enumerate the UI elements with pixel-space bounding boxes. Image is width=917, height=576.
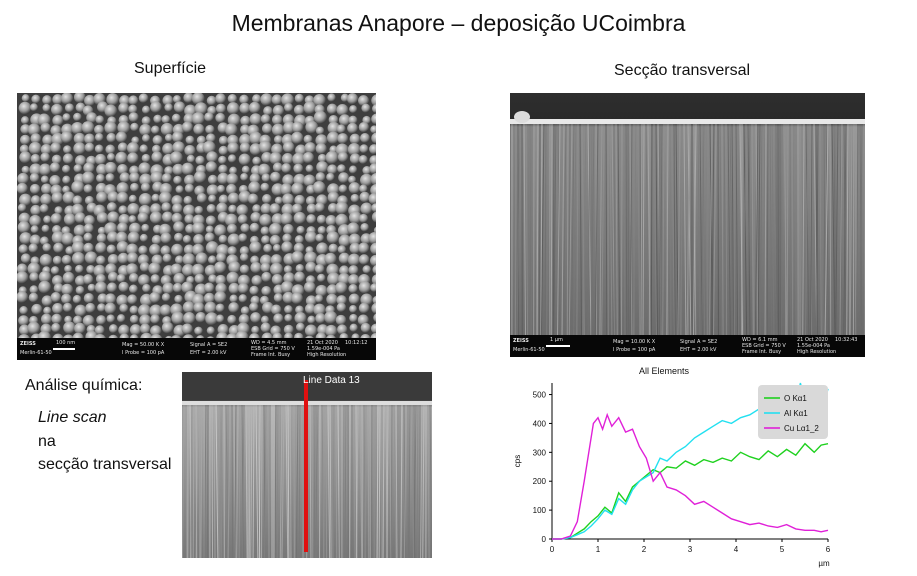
y-tick-label: 500 <box>533 391 547 400</box>
x-tick-label: 2 <box>642 545 647 554</box>
surface-micrograph <box>17 93 376 338</box>
linescan-label: Line scan <box>38 409 107 427</box>
section-top-surface <box>510 119 865 124</box>
time-text: 10:12:12 <box>345 340 367 346</box>
mag-text: Mag = 50.00 K X <box>122 342 164 348</box>
zeiss-logo: ZEISS <box>513 338 529 344</box>
eht-text: EHT = 2.00 kV <box>190 350 226 356</box>
na-label: na <box>38 433 56 451</box>
surface-grains <box>17 93 376 338</box>
sem-surface-databar: ZEISS Merlin-61-50 100 nm Mag = 50.00 K … <box>17 338 376 360</box>
x-tick-label: 5 <box>780 545 785 554</box>
mode-text: High Resolution <box>797 349 836 355</box>
x-tick-label: 4 <box>734 545 739 554</box>
linescan-line <box>304 380 308 552</box>
eds-chart: All Elements 0 100 200 300 400 500 0 1 2 3 4 5 6 µm cps… <box>500 363 863 571</box>
frame-text: Frame Int. Busy <box>742 349 781 355</box>
eds-chart-svg: All Elements 0 100 200 300 400 500 0 1 2 3 4 5 6 µm cps… <box>500 363 863 571</box>
scale-bar <box>546 345 570 347</box>
section-micrograph <box>510 93 865 335</box>
x-tick-label: 3 <box>688 545 693 554</box>
x-axis-label: µm <box>818 559 830 568</box>
signal-text: Signal A = SE2 <box>190 342 227 348</box>
y-tick-label: 200 <box>533 477 547 486</box>
x-tick-label: 1 <box>596 545 601 554</box>
eht-text: EHT = 2.00 kV <box>680 347 716 353</box>
mode-text: High Resolution <box>307 352 346 358</box>
analysis-label: Análise química: <box>25 377 142 395</box>
slide-title: Membranas Anapore – deposição UCoimbra <box>0 10 917 37</box>
section-label: Secção transversal <box>614 62 750 80</box>
instrument-id: Merlin-61-50 <box>20 350 52 356</box>
sem-surface-image: ZEISS Merlin-61-50 100 nm Mag = 50.00 K … <box>17 93 376 360</box>
y-tick-label: 100 <box>533 506 547 515</box>
sem-section-databar: ZEISS Merlin-61-50 1 µm Mag = 10.00 K X … <box>510 335 865 357</box>
scale-text: 1 µm <box>550 337 563 343</box>
legend-label: Cu Lα1_2 <box>784 424 819 433</box>
x-tick-label: 0 <box>550 545 555 554</box>
instrument-id: Merlin-61-50 <box>513 347 545 353</box>
zeiss-logo: ZEISS <box>20 341 36 347</box>
chart-legend: O Kα1 Al Kα1 Cu Lα1_2 <box>758 385 828 439</box>
sem-section-image: ZEISS Merlin-61-50 1 µm Mag = 10.00 K X … <box>510 93 865 357</box>
probe-text: I Probe = 100 pA <box>613 347 655 353</box>
time-text: 10:32:43 <box>835 337 857 343</box>
surface-particle <box>514 111 530 123</box>
legend-label: O Kα1 <box>784 394 807 403</box>
y-tick-label: 400 <box>533 419 547 428</box>
chart-title: All Elements <box>639 366 690 376</box>
linescan-image: Line Data 13 <box>182 372 432 558</box>
x-tick-label: 6 <box>826 545 831 554</box>
mag-text: Mag = 10.00 K X <box>613 339 655 345</box>
section-label-2: secção transversal <box>38 456 171 474</box>
scale-bar <box>53 348 75 350</box>
linescan-data-label: Line Data 13 <box>303 375 360 386</box>
surface-label: Superfície <box>134 60 206 78</box>
frame-text: Frame Int. Busy <box>251 352 290 358</box>
y-axis-label: cps <box>513 455 522 467</box>
scale-text: 100 nm <box>56 340 75 346</box>
signal-text: Signal A = SE2 <box>680 339 717 345</box>
probe-text: I Probe = 100 pA <box>122 350 164 356</box>
legend-label: Al Kα1 <box>784 409 808 418</box>
y-tick-label: 300 <box>533 448 547 457</box>
y-tick-label: 0 <box>542 535 547 544</box>
